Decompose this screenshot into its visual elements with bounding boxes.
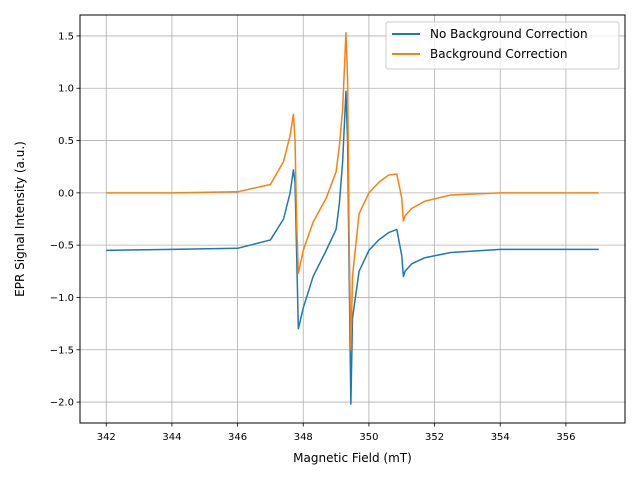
plot-frame — [79, 14, 626, 424]
x-axis-label: Magnetic Field (mT) — [293, 451, 412, 465]
y-tick-label: −1.5 — [50, 345, 74, 356]
x-tick-label: 348 — [294, 432, 313, 443]
legend-label-background-correction: Background Correction — [430, 47, 567, 61]
y-tick-label: 1.5 — [58, 31, 74, 42]
x-tick-label: 344 — [162, 432, 181, 443]
x-axis-ticks: 342 344 346 348 350 352 354 356 — [97, 423, 575, 443]
legend-box — [385, 21, 620, 70]
series-line-background-correction — [106, 32, 599, 351]
x-tick-label: 350 — [359, 432, 378, 443]
series-layer — [106, 32, 599, 405]
x-tick-label: 346 — [228, 432, 247, 443]
x-tick-label: 354 — [491, 432, 510, 443]
legend-label-no-background-correction: No Background Correction — [430, 27, 588, 41]
x-tick-label: 356 — [556, 432, 575, 443]
y-tick-label: 1.0 — [58, 84, 74, 95]
y-tick-label: −0.5 — [50, 241, 74, 252]
y-axis-ticks: −2.0 −1.5 −1.0 −0.5 0.0 0.5 1.0 1.5 — [50, 31, 80, 409]
y-tick-label: 0.0 — [58, 188, 74, 199]
y-tick-label: 0.5 — [58, 136, 74, 147]
legend: No Background Correction Background Corr… — [385, 21, 620, 70]
y-tick-label: −2.0 — [50, 398, 74, 409]
x-tick-label: 352 — [425, 432, 444, 443]
y-axis-label: EPR Signal Intensity (a.u.) — [13, 141, 27, 297]
x-tick-label: 342 — [97, 432, 116, 443]
series-line-no-background-correction — [106, 90, 599, 405]
y-tick-label: −1.0 — [50, 293, 74, 304]
